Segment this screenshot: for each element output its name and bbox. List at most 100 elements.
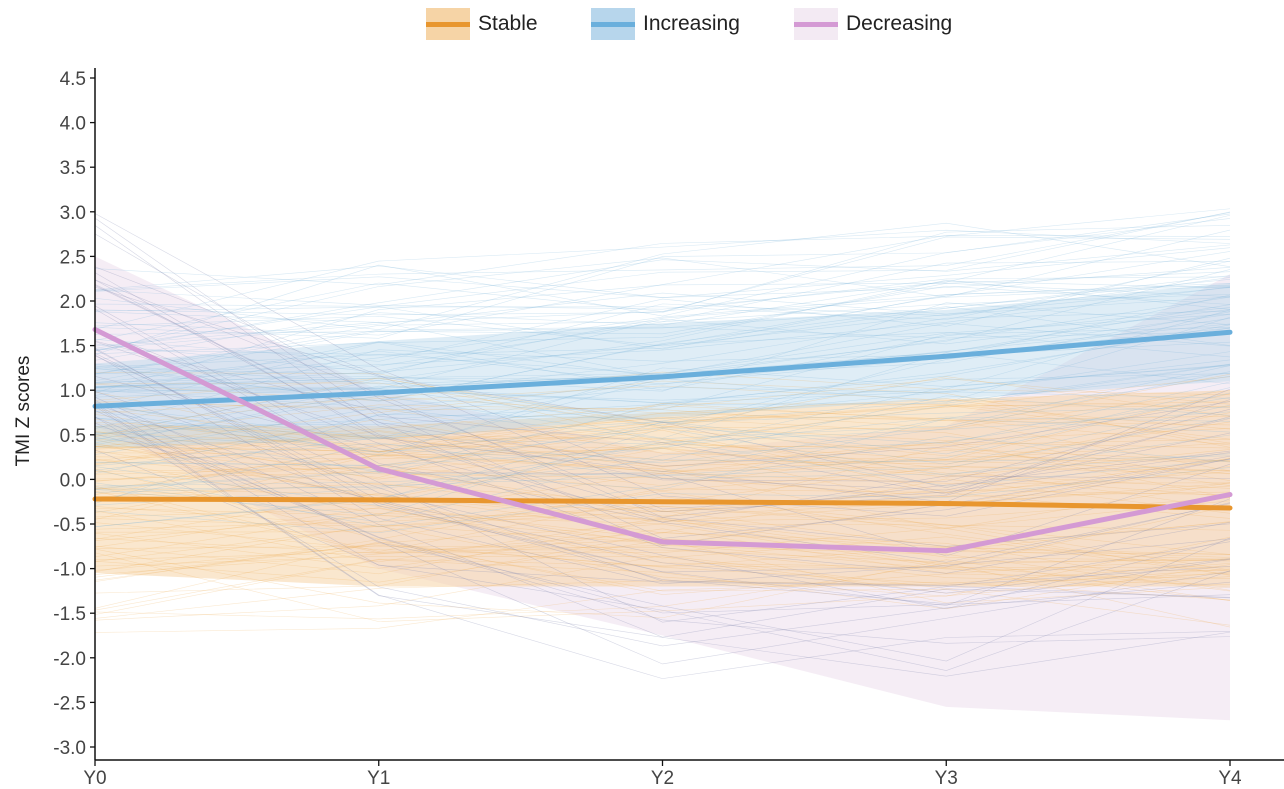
trajectory-increasing (94, 416, 1231, 490)
trajectory-stable (94, 555, 1231, 621)
trajectory-stable (94, 522, 1231, 563)
trajectory-increasing (94, 363, 1231, 471)
y-tick-label: -3.0 (53, 738, 86, 759)
trajectory-stable (94, 532, 1231, 575)
y-tick-label: 1.0 (60, 381, 86, 402)
trajectory-increasing (94, 236, 1231, 323)
trajectory-stable (94, 371, 1231, 414)
trajectory-increasing (94, 286, 1231, 389)
trajectory-increasing (94, 293, 1231, 384)
trajectory-increasing (94, 302, 1231, 392)
trajectory-stable (94, 439, 1231, 512)
trajectory-stable (94, 444, 1231, 480)
trajectory-stable (94, 446, 1231, 472)
legend-label-decreasing: Decreasing (846, 12, 953, 35)
y-tick-label: -1.0 (53, 560, 86, 581)
trajectory-increasing (94, 265, 1231, 298)
legend-swatch-decreasing (794, 8, 838, 40)
trajectory-decreasing (94, 449, 1231, 671)
trajectory-increasing (94, 307, 1231, 410)
trajectory-stable (94, 525, 1231, 597)
trajectory-increasing (94, 324, 1231, 404)
legend-item-stable: Stable (426, 8, 538, 40)
trajectory-decreasing (94, 416, 1231, 647)
trajectory-increasing (94, 280, 1231, 361)
trajectory-increasing (94, 310, 1231, 395)
trajectory-increasing (94, 214, 1231, 310)
trajectory-increasing (94, 224, 1231, 316)
trajectory-stable (94, 505, 1231, 555)
trajectory-increasing (94, 309, 1231, 446)
trajectory-stable (94, 391, 1231, 452)
trajectory-stable (94, 539, 1231, 595)
trajectory-stable (94, 559, 1231, 615)
trajectory-increasing (94, 428, 1231, 516)
trajectory-increasing (94, 222, 1231, 330)
trajectory-stable (94, 465, 1231, 513)
trajectory-stable (94, 453, 1231, 530)
trajectory-increasing (94, 359, 1231, 441)
trajectory-decreasing (94, 433, 1231, 605)
trajectory-decreasing (94, 340, 1231, 539)
trajectory-stable (94, 478, 1231, 534)
trajectory-increasing (94, 279, 1231, 388)
y-tick-label: 2.0 (60, 292, 86, 313)
y-tick-label: -2.0 (53, 649, 86, 670)
trajectory-decreasing (94, 391, 1231, 586)
trajectory-stable (94, 405, 1231, 472)
trajectory-stable (94, 513, 1231, 562)
trajectory-increasing (94, 218, 1231, 355)
trajectory-stable (94, 429, 1231, 493)
trajectory-increasing (94, 285, 1231, 382)
trajectory-increasing (94, 373, 1231, 454)
trajectory-decreasing (94, 284, 1231, 546)
trajectory-increasing (94, 439, 1231, 506)
x-tick-label: Y2 (651, 768, 674, 789)
trajectory-stable (94, 443, 1231, 508)
trajectory-stable (94, 416, 1231, 446)
trajectory-increasing (94, 271, 1231, 355)
trajectory-increasing (94, 229, 1231, 352)
y-tick-label: 0.5 (60, 426, 86, 447)
trajectory-stable (94, 558, 1231, 611)
trajectory-decreasing (94, 272, 1231, 503)
trajectory-stable (94, 402, 1231, 471)
trajectory-stable (94, 467, 1231, 512)
y-tick-label: 4.5 (60, 69, 86, 90)
trajectory-stable (94, 450, 1231, 523)
trajectory-increasing (94, 381, 1231, 466)
trajectory-decreasing (94, 285, 1231, 467)
trajectory-stable (94, 398, 1231, 453)
trajectory-stable (94, 428, 1231, 482)
trajectory-increasing (94, 296, 1231, 347)
trajectory-stable (94, 418, 1231, 468)
trajectory-stable (94, 581, 1231, 633)
trajectory-stable (94, 442, 1231, 472)
mean-line-increasing (92, 329, 1233, 409)
trajectory-increasing (94, 260, 1231, 375)
trajectory-increasing (94, 443, 1231, 501)
x-tick-label: Y1 (367, 768, 390, 789)
legend-swatch-increasing (591, 8, 635, 40)
trajectory-stable (94, 409, 1231, 481)
trajectory-increasing (94, 411, 1231, 527)
trajectory-stable (94, 538, 1231, 592)
chart-legend: Stable Increasing Decreasing (0, 0, 1284, 50)
y-tick-label: 2.5 (60, 247, 86, 268)
confidence-bands (95, 256, 1230, 721)
trajectory-stable (94, 562, 1231, 628)
trajectory-decreasing (94, 353, 1231, 609)
trajectory-stable (94, 572, 1231, 619)
trajectory-stable (94, 450, 1231, 490)
trajectory-increasing (94, 313, 1231, 388)
trajectory-stable (94, 532, 1231, 594)
legend-item-increasing: Increasing (591, 8, 740, 40)
trajectory-increasing (94, 352, 1231, 444)
trajectory-stable (94, 431, 1231, 506)
trajectory-stable (94, 518, 1231, 588)
trajectory-increasing (94, 276, 1231, 341)
trajectory-decreasing (94, 347, 1231, 573)
trajectory-increasing (94, 404, 1231, 528)
trajectory-stable (94, 438, 1231, 460)
trajectory-stable (94, 505, 1231, 576)
